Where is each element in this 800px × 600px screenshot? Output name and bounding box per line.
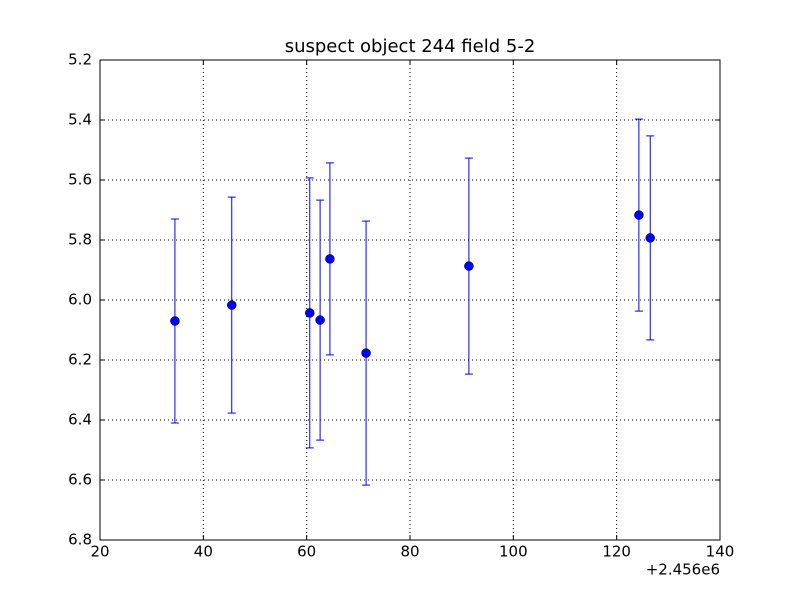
y-tick-label: 5.4: [68, 111, 92, 129]
y-tick-label: 6.0: [68, 291, 92, 309]
y-tick-label: 6.8: [68, 531, 92, 549]
point: [315, 315, 325, 325]
point: [170, 316, 180, 326]
plot-frame: [99, 59, 721, 541]
point: [227, 300, 237, 310]
point: [325, 254, 335, 264]
x-tick-label: 40: [194, 543, 213, 561]
point: [305, 308, 315, 318]
y-tick-label: 5.2: [68, 51, 92, 69]
x-tick-label: 120: [602, 543, 631, 561]
chart-title: suspect object 244 field 5-2: [285, 36, 536, 57]
x-offset-label: +2.456e6: [646, 561, 720, 579]
y-tick-label: 6.2: [68, 351, 92, 369]
x-tick-label: 100: [499, 543, 528, 561]
y-tick-label: 5.6: [68, 171, 92, 189]
y-tick-label: 6.4: [68, 411, 92, 429]
x-tick-label: 140: [706, 543, 735, 561]
point: [464, 261, 474, 271]
x-tick-label: 80: [400, 543, 419, 561]
y-tick-label: 6.6: [68, 471, 92, 489]
x-tick-label: 20: [90, 543, 109, 561]
point: [361, 348, 371, 358]
point: [645, 233, 655, 243]
point: [634, 210, 644, 220]
y-tick-label: 5.8: [68, 231, 92, 249]
x-tick-label: 60: [297, 543, 316, 561]
